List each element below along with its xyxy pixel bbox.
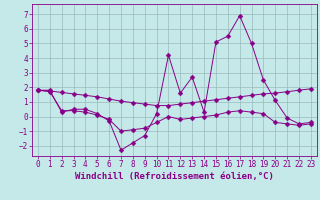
X-axis label: Windchill (Refroidissement éolien,°C): Windchill (Refroidissement éolien,°C) bbox=[75, 172, 274, 181]
